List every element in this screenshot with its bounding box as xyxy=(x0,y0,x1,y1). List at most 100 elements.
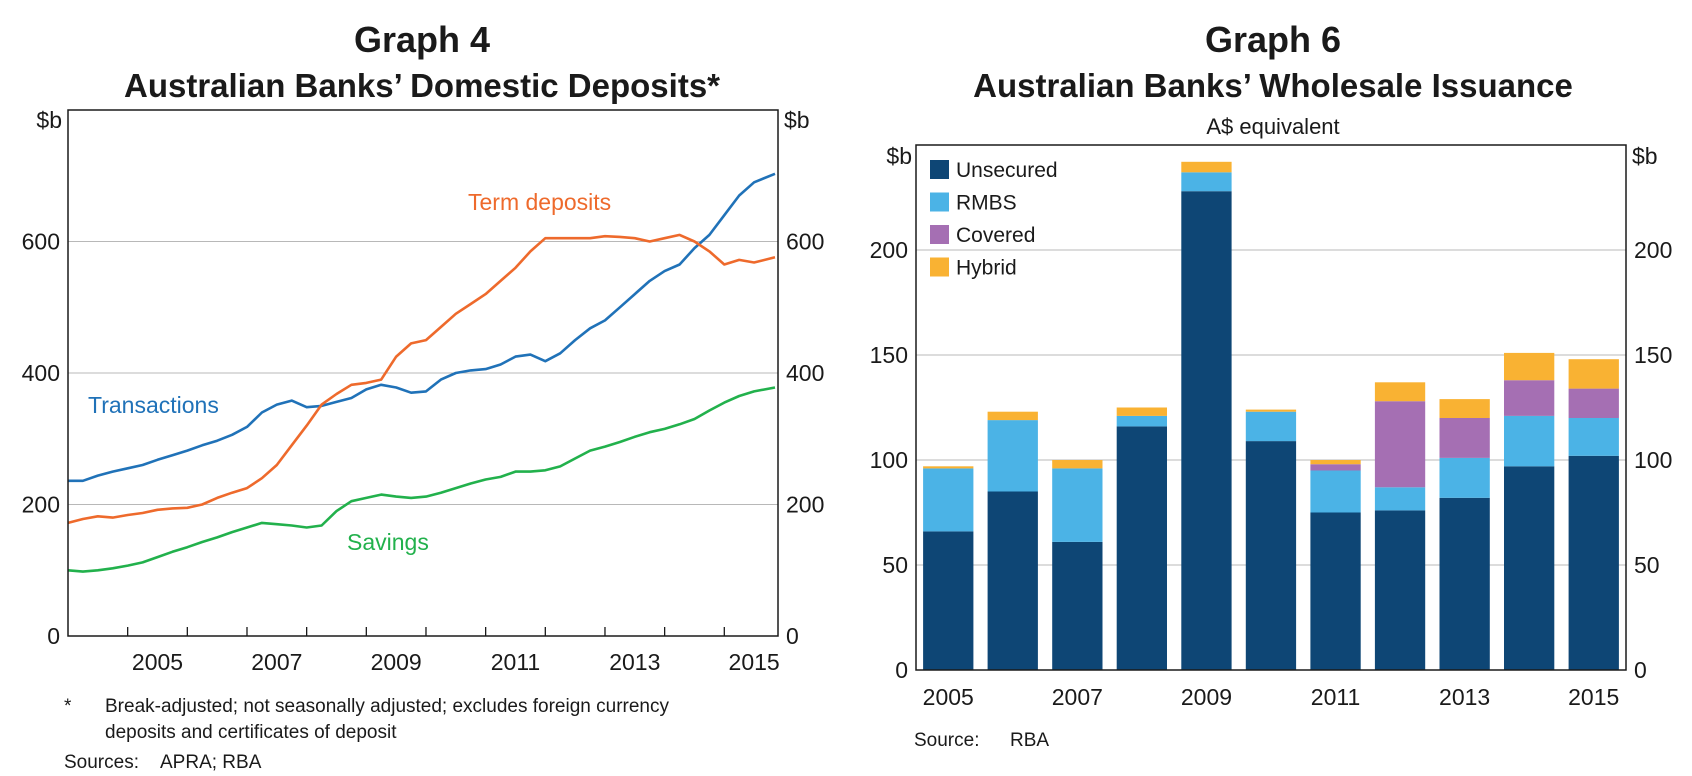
legend-swatch-hybrid xyxy=(930,257,949,277)
graph-6-ytick-right: 150 xyxy=(1634,342,1672,368)
graph-6-ylabel-right: $b xyxy=(1632,143,1658,169)
graph-6-ytick-left: 200 xyxy=(870,237,908,263)
graph-6-xtick-label: 2005 xyxy=(923,684,974,710)
bar-rmbs-2006 xyxy=(987,420,1038,492)
bar-hybrid-2012 xyxy=(1374,382,1426,402)
graph-4-axes: 0 0 200 200 400 400 600 600 2005 2007 2009 2011 2013… xyxy=(22,229,825,676)
bar-unsecured-2013 xyxy=(1439,497,1490,670)
bar-unsecured-2010 xyxy=(1245,441,1297,670)
graph-4-title: Australian Banks’ Domestic Deposits* xyxy=(124,67,720,104)
graph-6-title: Australian Banks’ Wholesale Issuance xyxy=(973,67,1573,104)
graph-4-ytick-left: 600 xyxy=(22,229,60,255)
savings-label: Savings xyxy=(347,529,429,555)
bar-rmbs-2013 xyxy=(1439,457,1490,498)
bar-rmbs-2011 xyxy=(1310,470,1361,513)
legend-swatch-covered xyxy=(930,225,949,244)
legend-label-rmbs: RMBS xyxy=(956,192,1017,215)
graph-6-bars xyxy=(923,161,1619,670)
graph-6-xtick-label: 2007 xyxy=(1052,684,1103,710)
legend-label-hybrid: Hybrid xyxy=(956,257,1017,280)
graph-4-xtick-label: 2013 xyxy=(609,649,660,675)
bar-covered-2015 xyxy=(1568,388,1619,418)
bar-unsecured-2005 xyxy=(923,531,974,670)
graph-4-ylabel-right: $b xyxy=(784,107,810,133)
graph-6-legend: Unsecured RMBS Covered Hybrid xyxy=(930,159,1058,280)
bar-covered-2012 xyxy=(1374,401,1426,488)
graph-4-ytick-left: 400 xyxy=(22,360,60,386)
term-deposits-label: Term deposits xyxy=(468,189,611,215)
graph-6-subtitle: A$ equivalent xyxy=(1206,114,1339,139)
bar-rmbs-2014 xyxy=(1504,415,1555,467)
bar-hybrid-2015 xyxy=(1568,359,1619,389)
graph-4: Graph 4 Australian Banks’ Domestic Depos… xyxy=(22,19,825,773)
series-term-deposits-line xyxy=(67,233,776,525)
graph-6-ytick-left: 100 xyxy=(870,447,908,473)
graph-4-plot-frame xyxy=(67,109,779,637)
bar-unsecured-2012 xyxy=(1374,510,1426,670)
graph-6-ylabel-left: $b xyxy=(886,143,912,169)
bar-rmbs-2007 xyxy=(1052,468,1103,542)
bar-covered-2014 xyxy=(1504,380,1555,416)
graph-4-footnote-marker: * xyxy=(64,696,72,717)
graph-4-ytick-right: 200 xyxy=(786,492,824,518)
bar-rmbs-2008 xyxy=(1116,415,1167,427)
legend-swatch-rmbs xyxy=(930,192,949,212)
graph-6: Graph 6 Australian Banks’ Wholesale Issu… xyxy=(870,19,1673,751)
graph-6-axes: 0 0 50 50 100 100 150 150 200 200 2005 2007 2009 2011… xyxy=(870,237,1673,710)
legend-swatch-unsecured xyxy=(930,160,949,179)
graph-4-footnote-line1: Break-adjusted; not seasonally adjusted;… xyxy=(105,696,669,717)
graph-4-series xyxy=(67,172,776,573)
bar-rmbs-2005 xyxy=(923,468,974,532)
graph-6-xtick-label: 2011 xyxy=(1311,684,1360,710)
bar-hybrid-2013 xyxy=(1439,399,1490,418)
graph-4-xtick-label: 2011 xyxy=(491,649,540,675)
bar-unsecured-2009 xyxy=(1181,191,1232,670)
bar-unsecured-2007 xyxy=(1052,541,1103,670)
bar-rmbs-2010 xyxy=(1245,411,1297,442)
graph-6-plot-frame xyxy=(915,144,1627,671)
bar-hybrid-2010 xyxy=(1245,409,1297,412)
bar-hybrid-2008 xyxy=(1116,407,1167,416)
transactions-label: Transactions xyxy=(88,392,219,418)
bar-rmbs-2015 xyxy=(1568,418,1619,456)
graph-4-gridlines xyxy=(68,241,778,505)
graph-6-xtick-label: 2013 xyxy=(1439,684,1490,710)
graph-4-number: Graph 4 xyxy=(354,19,490,60)
graph-4-sources-label: Sources: xyxy=(64,752,139,773)
bar-hybrid-2005 xyxy=(923,466,974,469)
graph-6-ytick-right: 100 xyxy=(1634,447,1672,473)
graph-4-ytick-left: 0 xyxy=(47,623,60,649)
graph-4-ylabel-left: $b xyxy=(36,107,62,133)
series-savings-line xyxy=(67,386,776,573)
bar-rmbs-2009 xyxy=(1181,172,1232,192)
bar-hybrid-2011 xyxy=(1310,460,1361,465)
series-transactions-line xyxy=(68,172,776,483)
graph-6-sources-label: Source: xyxy=(914,730,979,751)
bar-hybrid-2006 xyxy=(987,411,1038,421)
bar-unsecured-2008 xyxy=(1116,426,1167,670)
legend-label-unsecured: Unsecured xyxy=(956,159,1058,182)
graph-4-xtick-label: 2007 xyxy=(251,649,302,675)
graph-6-sources-value: RBA xyxy=(1010,730,1049,751)
graph-4-xtick-label: 2009 xyxy=(371,649,422,675)
graph-4-sources-value: APRA; RBA xyxy=(160,752,262,773)
graph-6-xtick-label: 2009 xyxy=(1181,684,1232,710)
graph-4-xtick-label: 2005 xyxy=(132,649,183,675)
graph-6-ytick-right: 50 xyxy=(1634,552,1660,578)
bar-unsecured-2014 xyxy=(1504,466,1555,670)
legend-label-covered: Covered xyxy=(956,224,1035,247)
bar-rmbs-2012 xyxy=(1374,487,1426,511)
graph-4-ytick-left: 200 xyxy=(22,492,60,518)
graph-4-ytick-right: 0 xyxy=(786,623,799,649)
bar-covered-2013 xyxy=(1439,418,1490,458)
graph-6-xtick-label: 2015 xyxy=(1568,684,1619,710)
graph-4-ytick-right: 600 xyxy=(786,229,824,255)
graph-6-ytick-right: 0 xyxy=(1634,657,1647,683)
graph-6-number: Graph 6 xyxy=(1205,19,1341,60)
graph-6-ytick-left: 150 xyxy=(870,342,908,368)
bar-hybrid-2007 xyxy=(1052,460,1103,469)
graph-4-footnote-line2: deposits and certificates of deposit xyxy=(105,722,397,743)
graph-6-ytick-left: 0 xyxy=(895,657,908,683)
graph-4-xtick-label: 2015 xyxy=(729,649,780,675)
